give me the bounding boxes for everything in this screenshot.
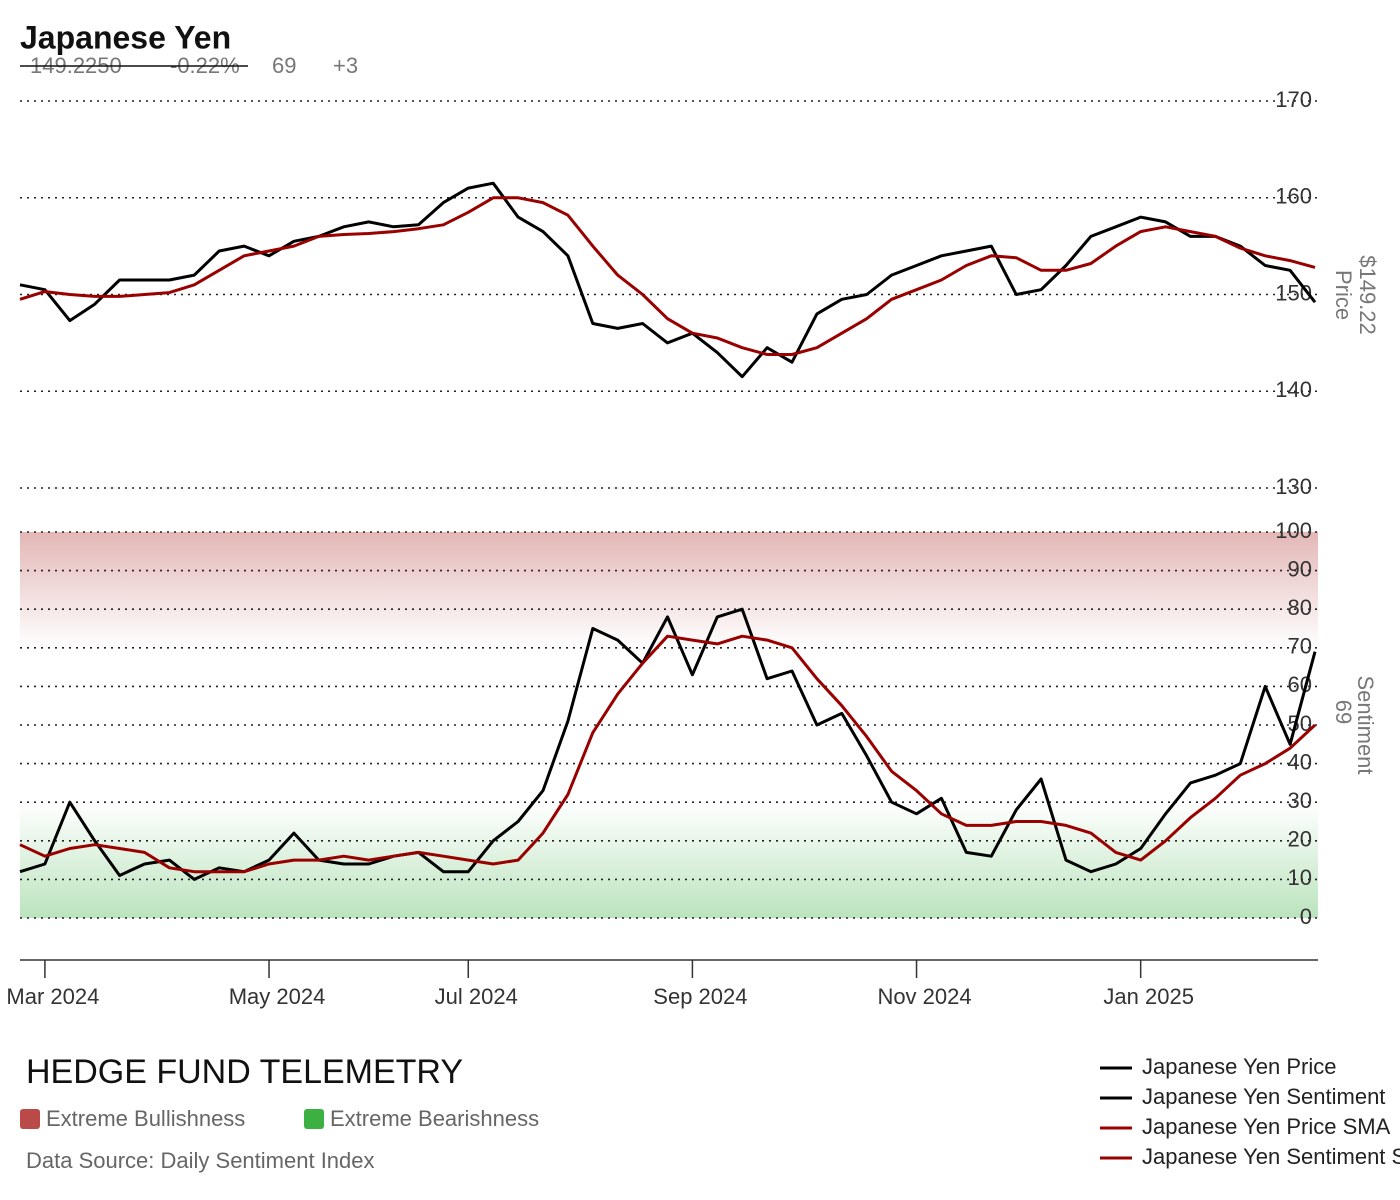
series-line: [19, 196, 1316, 356]
band: [20, 532, 1318, 648]
y-tick-label: 20: [1288, 827, 1312, 852]
legend-label: Japanese Yen Price SMA: [1142, 1114, 1391, 1139]
series-line: [19, 634, 1317, 874]
legend-label: Japanese Yen Sentiment: [1142, 1084, 1385, 1109]
series-line: [19, 181, 1317, 379]
y-tick-label: 30: [1288, 788, 1312, 813]
x-tick-label: Jul 2024: [435, 984, 518, 1009]
header-sentiment: 69: [272, 53, 296, 78]
y-tick-label: 160: [1275, 184, 1312, 209]
legend-label: Japanese Yen Sentiment SMA: [1142, 1144, 1400, 1169]
x-tick-label: Jan 2025: [1103, 984, 1194, 1009]
header-sentiment-change: +3: [333, 53, 358, 78]
axis-current: $149.22: [1355, 255, 1380, 335]
y-tick-label: 0: [1300, 904, 1312, 929]
x-tick-label: Nov 2024: [877, 984, 971, 1009]
band-swatch: [304, 1109, 324, 1129]
source: Data Source: Daily Sentiment Index: [26, 1148, 375, 1173]
band: [20, 802, 1318, 918]
y-tick-label: 140: [1275, 377, 1312, 402]
y-tick-label: 170: [1275, 87, 1312, 112]
x-tick-label: May 2024: [229, 984, 326, 1009]
brand: HEDGE FUND TELEMETRY: [26, 1053, 463, 1091]
band-swatch: [20, 1109, 40, 1129]
y-tick-label: 70: [1288, 634, 1312, 659]
chart-title: Japanese Yen: [20, 19, 231, 55]
x-tick-label: Sep 2024: [653, 984, 747, 1009]
x-tick-label: Mar 2024: [6, 984, 99, 1009]
y-tick-label: 90: [1288, 556, 1312, 581]
y-tick-label: 100: [1275, 518, 1312, 543]
y-tick-label: 80: [1288, 595, 1312, 620]
band-label: Extreme Bearishness: [330, 1106, 539, 1131]
axis-current: 69: [1331, 700, 1356, 724]
axis-label: Price: [1331, 270, 1356, 320]
band-label: Extreme Bullishness: [46, 1106, 245, 1131]
legend-label: Japanese Yen Price: [1142, 1054, 1337, 1079]
y-tick-label: 130: [1275, 474, 1312, 499]
y-tick-label: 10: [1288, 865, 1312, 890]
axis-label: Sentiment: [1353, 675, 1378, 774]
y-tick-label: 40: [1288, 749, 1312, 774]
